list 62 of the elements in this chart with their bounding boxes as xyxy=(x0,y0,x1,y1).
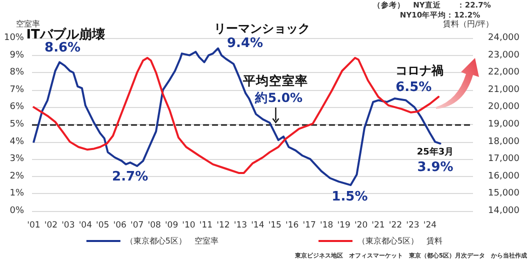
x-tick-label: '07 xyxy=(130,220,144,230)
y-axis-title: 空室率 xyxy=(16,20,40,28)
annotation: 6.5% xyxy=(396,80,432,96)
y-tick-label: 5% xyxy=(10,120,24,130)
x-tick-label: '19 xyxy=(337,220,350,230)
x-tick-label: '09 xyxy=(164,220,178,230)
y2-axis-title: 賃料（円/坪） xyxy=(443,20,494,28)
x-tick-label: '06 xyxy=(113,220,126,230)
y2-tick-label: 16,000 xyxy=(488,171,520,182)
y-tick-label: 1% xyxy=(10,188,24,199)
annotation: 3.9% xyxy=(417,160,454,176)
x-tick-label: '12 xyxy=(216,220,230,230)
y-tick-label: 2% xyxy=(10,171,24,182)
x-tick-label: '20 xyxy=(354,220,368,230)
x-tick-label: '05 xyxy=(96,220,110,230)
x-tick-label: '21 xyxy=(372,220,385,230)
x-tick-label: '02 xyxy=(44,220,58,230)
annotation: リーマンショック xyxy=(214,21,310,36)
x-tick-label: '22 xyxy=(388,220,402,230)
x-tick-label: '23 xyxy=(406,220,420,230)
y2-tick-label: 14,000 xyxy=(488,206,520,216)
y-tick-label: 10% xyxy=(4,33,24,43)
annotation: 8.6% xyxy=(44,40,81,56)
y2-tick-label: 22,000 xyxy=(488,68,520,78)
annotation: ITバブル崩壊 xyxy=(26,26,105,43)
x-tick-label: '14 xyxy=(251,220,264,230)
annotation: 平均空室率 xyxy=(242,73,308,88)
x-tick-label: '01 xyxy=(27,220,40,230)
y-tick-label: 9% xyxy=(10,50,24,60)
x-tick-label: '08 xyxy=(148,220,161,230)
y2-tick-label: 24,000 xyxy=(488,33,520,43)
y-tick-label: 4% xyxy=(10,136,24,147)
y2-tick-label: 21,000 xyxy=(488,84,520,95)
x-tick-label: '15 xyxy=(268,220,282,230)
annotation: 9.4% xyxy=(227,36,264,51)
y2-tick-label: 17,000 xyxy=(488,154,520,164)
y2-tick-label: 20,000 xyxy=(488,102,520,112)
legend-label: （東京都心5区） 空室率 xyxy=(125,236,219,246)
y2-tick-label: 23,000 xyxy=(488,50,520,60)
y-tick-label: 0% xyxy=(10,206,24,216)
x-tick-label: '17 xyxy=(302,220,316,230)
y2-tick-label: 18,000 xyxy=(488,136,520,147)
y-tick-label: 6% xyxy=(10,102,24,112)
annotation: 1.5% xyxy=(332,190,368,205)
y2-tick-label: 19,000 xyxy=(488,120,520,130)
x-tick-label: '24 xyxy=(423,220,437,230)
annotation: コロナ禍 xyxy=(396,64,444,78)
annotation: 25年3月 xyxy=(416,146,454,158)
legend-label: （東京都心5区） 賃料 xyxy=(358,236,443,246)
y-tick-label: 3% xyxy=(10,154,24,164)
y2-tick-label: 15,000 xyxy=(488,188,520,199)
x-tick-label: '11 xyxy=(199,220,213,230)
x-tick-label: '04 xyxy=(78,220,92,230)
x-tick-label: '13 xyxy=(234,220,248,230)
y-tick-label: 8% xyxy=(10,68,24,78)
annotation: 2.7% xyxy=(112,170,148,185)
x-tick-label: '16 xyxy=(286,220,299,230)
annotation: 約5.0% xyxy=(254,90,304,105)
y-tick-label: 7% xyxy=(10,84,24,95)
x-tick-label: '03 xyxy=(62,220,75,230)
x-tick-label: '10 xyxy=(182,220,196,230)
x-tick-label: '18 xyxy=(320,220,334,230)
